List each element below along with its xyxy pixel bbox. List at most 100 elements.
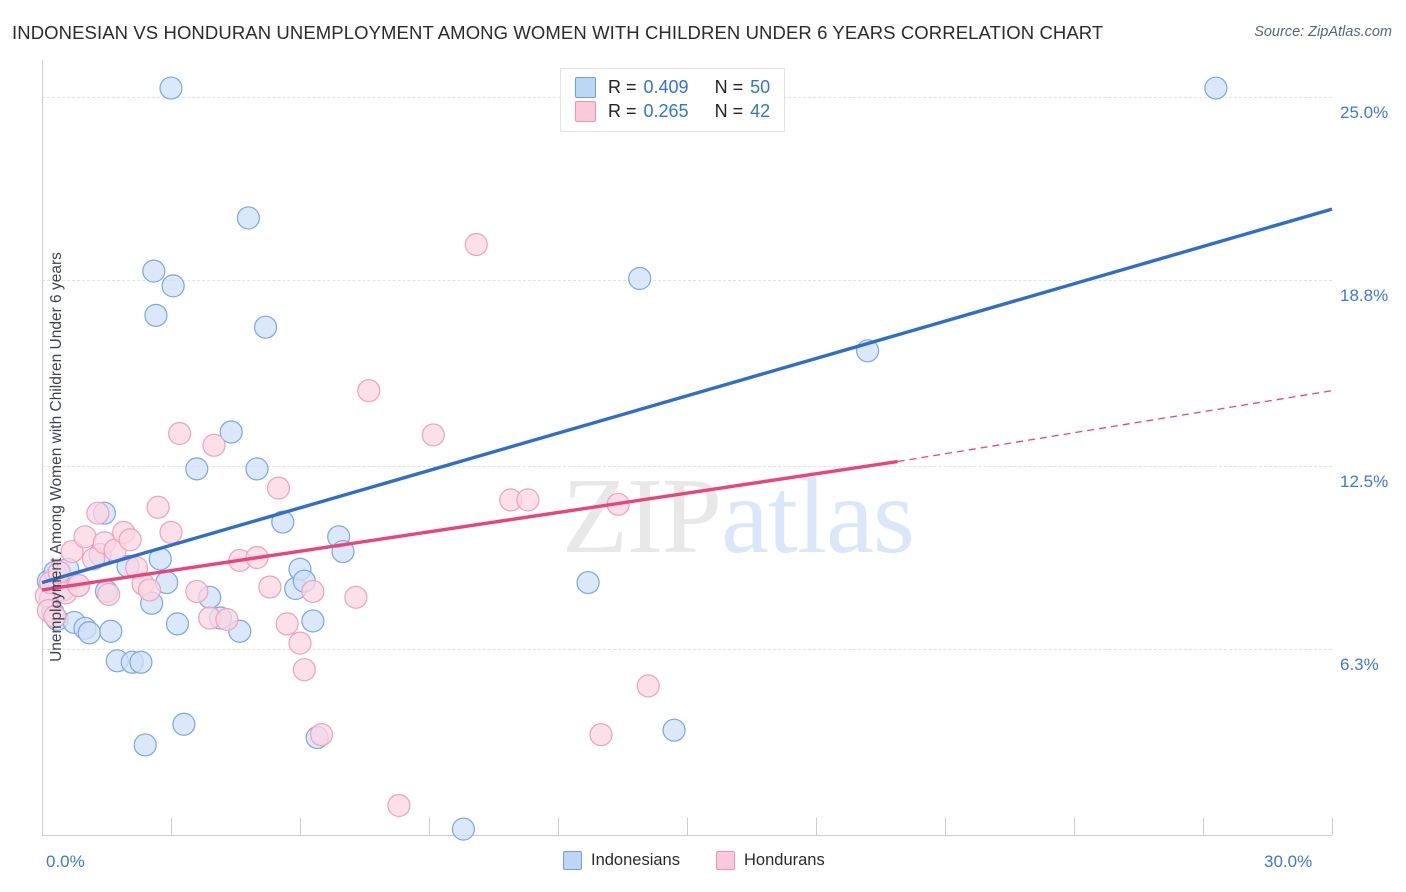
scatter-point[interactable] <box>185 579 209 604</box>
scatter-point[interactable] <box>118 528 142 552</box>
gridline <box>42 279 1332 281</box>
x-tick-mark <box>687 818 688 835</box>
scatter-point[interactable] <box>215 607 239 632</box>
scatter-point[interactable] <box>202 433 226 457</box>
stats-row-blue: R = 0.409 N = 50 <box>575 77 770 98</box>
legend-item-hondurans[interactable]: Hondurans <box>716 851 825 870</box>
scatter-point[interactable] <box>43 604 67 629</box>
scatter-point[interactable] <box>254 315 278 339</box>
trend-lines-layer <box>41 207 1333 592</box>
indonesians-swatch-icon <box>563 851 582 870</box>
scatter-point[interactable] <box>236 206 260 230</box>
scatter-point[interactable] <box>77 621 101 645</box>
legend-item-indonesians[interactable]: Indonesians <box>563 851 680 870</box>
scatter-point[interactable] <box>60 539 84 564</box>
stats-row-pink: R = 0.265 N = 42 <box>575 101 770 122</box>
scatter-point[interactable] <box>275 612 299 636</box>
scatter-point[interactable] <box>309 723 334 747</box>
scatter-point[interactable] <box>636 674 660 698</box>
scatter-point[interactable] <box>344 585 368 609</box>
pink-r-value: 0.265 <box>643 101 689 121</box>
scatter-point[interactable] <box>245 457 269 481</box>
scatter-point[interactable] <box>159 76 183 100</box>
scatter-point[interactable] <box>271 510 295 534</box>
series-legend: Indonesians Hondurans <box>563 851 825 870</box>
x-tick-mark <box>945 818 946 835</box>
page-title: INDONESIAN VS HONDURAN UNEMPLOYMENT AMON… <box>12 22 1104 43</box>
y-tick-label: 6.3% <box>1340 655 1379 674</box>
scatter-point[interactable] <box>86 501 110 525</box>
y-axis-title: Unemployment Among Women with Children U… <box>48 252 65 662</box>
pink-swatch-icon <box>575 101 596 122</box>
scatter-point[interactable] <box>628 266 652 291</box>
gridline <box>42 465 1332 467</box>
x-tick-mark <box>1203 818 1204 835</box>
y-tick-label: 18.8% <box>1340 285 1389 305</box>
blue-r-label: R = <box>608 77 637 97</box>
scatter-point[interactable] <box>516 488 540 512</box>
x-tick-mark <box>1074 818 1075 835</box>
scatter-point[interactable] <box>421 423 445 447</box>
scatter-point[interactable] <box>168 421 192 446</box>
x-tick-label-max: 30.0% <box>1264 852 1313 871</box>
x-tick-mark <box>1332 818 1333 835</box>
scatter-point[interactable] <box>288 631 312 655</box>
scatter-point[interactable] <box>185 457 209 481</box>
scatter-point[interactable] <box>133 733 157 757</box>
scatter-point[interactable] <box>142 259 166 283</box>
blue-n-label: N = <box>714 77 744 97</box>
scatter-point[interactable] <box>357 379 381 403</box>
y-axis-line <box>42 60 43 835</box>
scatter-point[interactable] <box>266 476 291 500</box>
blue-swatch-icon <box>575 77 596 98</box>
pink-trend-line <box>41 459 898 592</box>
y-tick-label: 12.5% <box>1340 471 1389 491</box>
blue-r-value: 0.409 <box>643 77 689 97</box>
scatter-point[interactable] <box>172 712 196 736</box>
scatter-point[interactable] <box>144 303 168 327</box>
pink-r-label: R = <box>608 101 637 121</box>
points-layer <box>34 76 1228 841</box>
scatter-point[interactable] <box>662 718 686 742</box>
scatter-point[interactable] <box>97 582 121 606</box>
scatter-point[interactable] <box>161 274 185 298</box>
pink-trend-line-projected <box>897 390 1333 463</box>
scatter-svg <box>34 76 1333 841</box>
x-tick-mark <box>816 818 817 835</box>
scatter-point[interactable] <box>219 420 243 444</box>
blue-trend-line <box>41 207 1333 585</box>
scatter-point[interactable] <box>129 650 153 674</box>
indonesians-label: Indonesians <box>591 851 680 869</box>
pink-n-label: N = <box>714 101 744 121</box>
scatter-point[interactable] <box>301 609 325 633</box>
x-tick-label-min: 0.0% <box>46 852 85 871</box>
scatter-point[interactable] <box>1204 76 1228 100</box>
scatter-point[interactable] <box>258 575 282 599</box>
scatter-point[interactable] <box>301 579 325 604</box>
scatter-point[interactable] <box>589 723 613 747</box>
y-tick-label: 25.0% <box>1340 102 1389 122</box>
gridline <box>42 649 1332 650</box>
scatter-point[interactable] <box>137 578 162 602</box>
scatter-point[interactable] <box>73 525 97 549</box>
x-tick-mark <box>558 818 559 835</box>
x-tick-mark <box>171 818 172 835</box>
x-tick-mark <box>300 818 301 835</box>
scatter-point[interactable] <box>464 232 488 257</box>
hondurans-swatch-icon <box>716 851 735 870</box>
scatter-point[interactable] <box>99 619 123 643</box>
scatter-point[interactable] <box>387 793 411 818</box>
scatter-point[interactable] <box>146 495 170 519</box>
x-tick-mark <box>429 818 430 835</box>
scatter-point[interactable] <box>165 612 190 636</box>
scatter-point[interactable] <box>576 570 600 595</box>
source-attribution: Source: ZipAtlas.com <box>1254 24 1392 40</box>
stats-legend: R = 0.409 N = 50 R = 0.265 N = 42 <box>560 68 786 132</box>
pink-n-value: 42 <box>750 101 771 121</box>
scatter-point[interactable] <box>451 817 475 841</box>
scatter-point[interactable] <box>159 520 183 544</box>
scatter-point[interactable] <box>292 658 316 682</box>
hondurans-label: Hondurans <box>744 851 825 869</box>
x-tick-mark <box>42 818 43 835</box>
